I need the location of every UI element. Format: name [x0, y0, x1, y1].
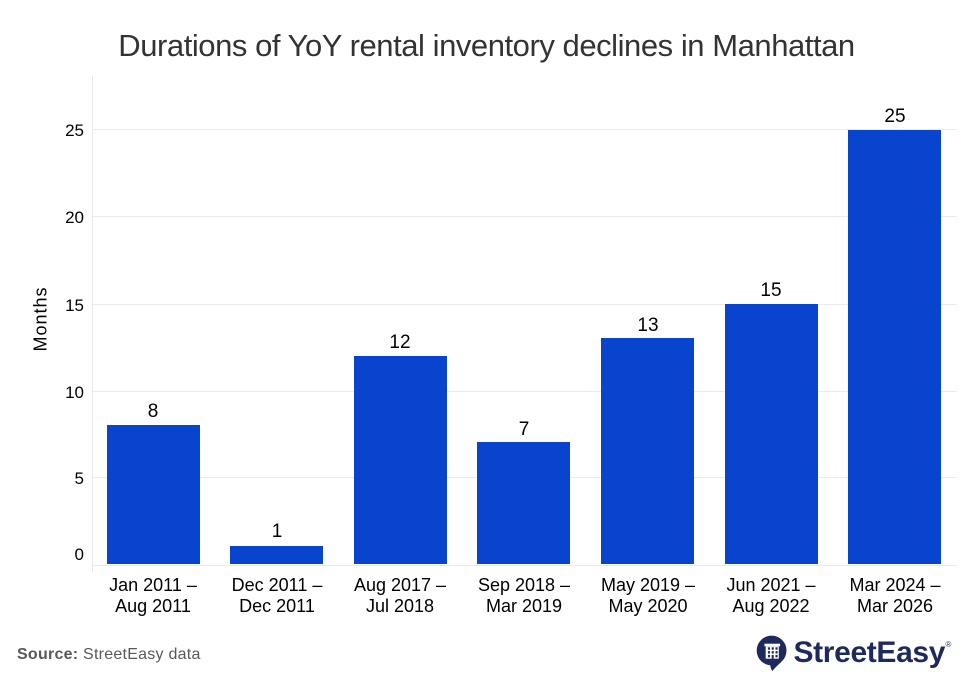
- svg-text:®: ®: [946, 640, 952, 649]
- svg-text:StreetEasy: StreetEasy: [794, 636, 946, 669]
